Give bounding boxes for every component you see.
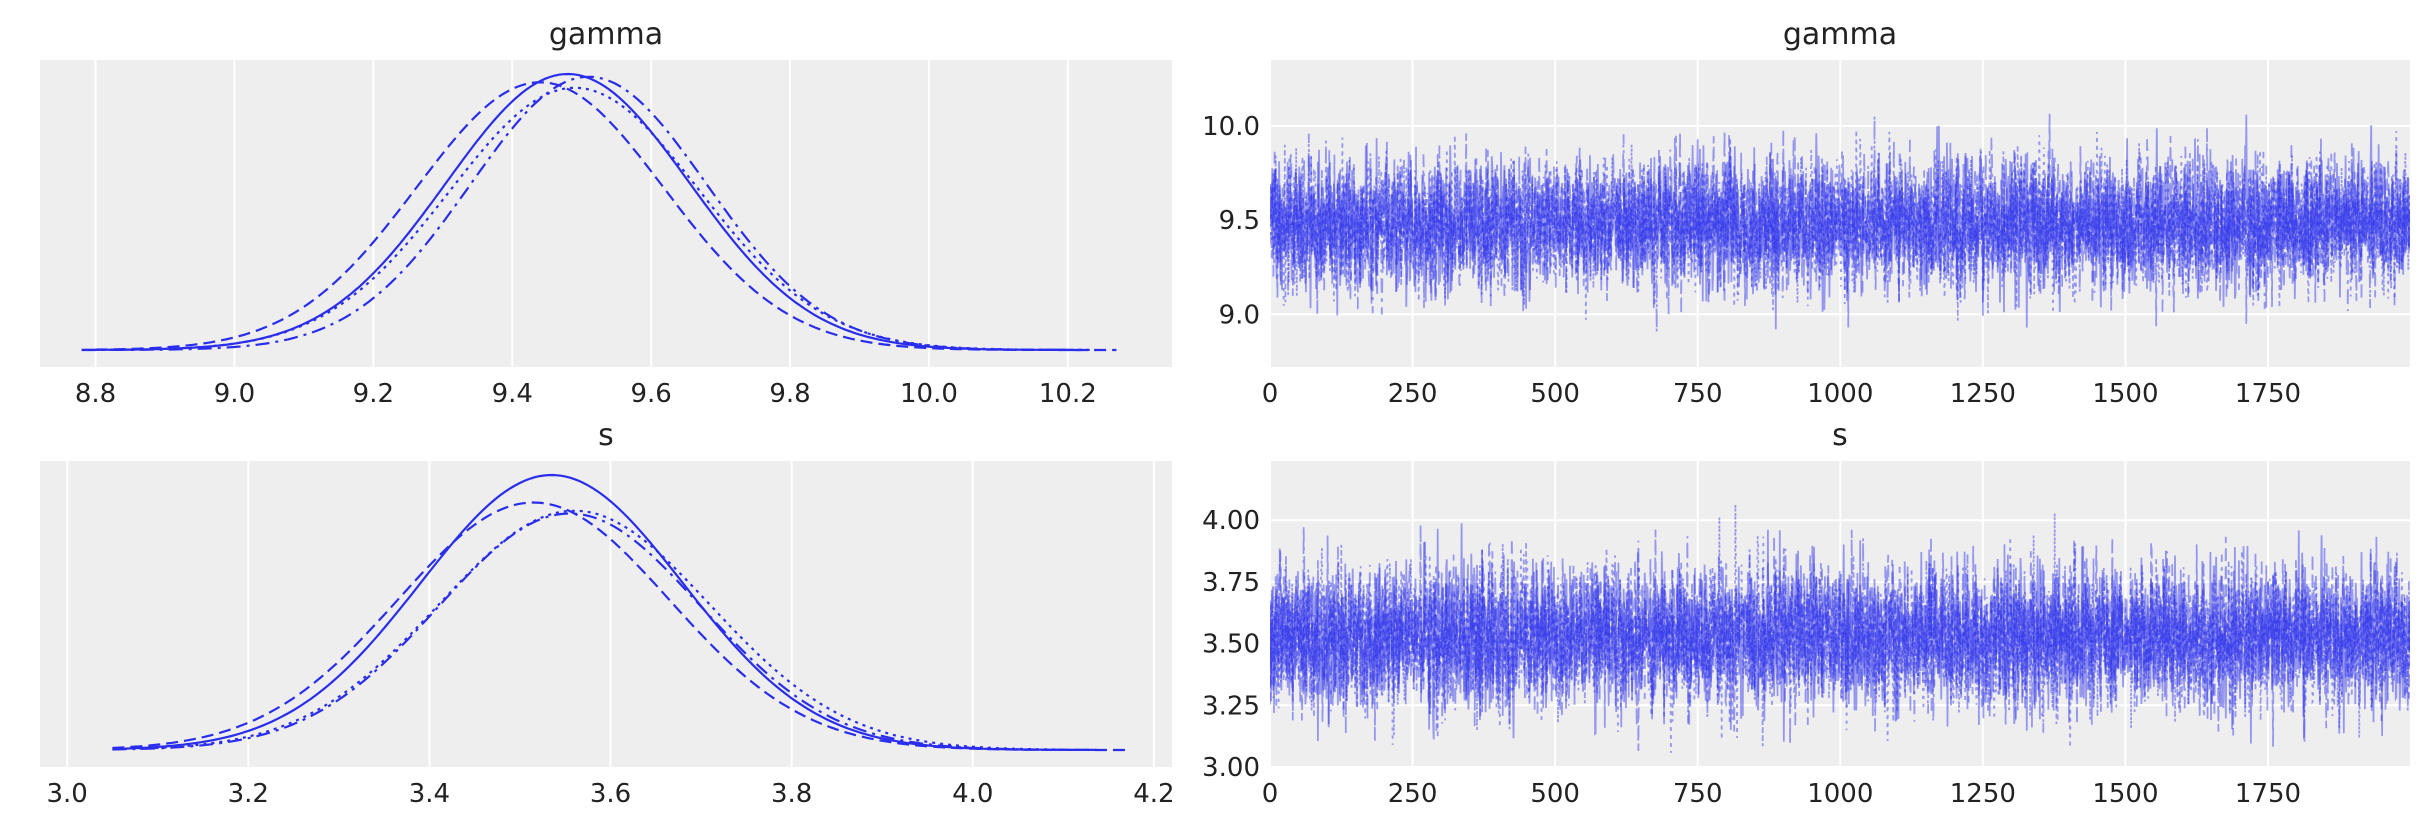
kde-line-solid: [81, 72, 1082, 352]
x-tick-label: 3.0: [46, 779, 87, 809]
x-tick-label: 1750: [2235, 379, 2301, 409]
kde-line-dotted: [109, 86, 1096, 352]
panel-title: s: [1832, 418, 1848, 453]
x-tick-label: 0: [1262, 379, 1279, 409]
y-tick-label: 3.25: [1202, 691, 1260, 721]
y-tick-label: 3.50: [1202, 630, 1260, 660]
x-tick-label: 750: [1673, 379, 1723, 409]
x-tick-label: 500: [1530, 779, 1580, 809]
panel-title: gamma: [1783, 17, 1897, 52]
x-tick-label: 3.6: [590, 779, 631, 809]
y-tick-label: 10.0: [1202, 112, 1260, 142]
y-tick-label: 3.75: [1202, 568, 1260, 598]
trace-line-dotted: [1270, 129, 2410, 321]
panel-0-kde: 8.8 9.0 9.2 9.4 9.6 9.8 10.0 10.2 gamma: [40, 17, 1172, 409]
panel-title: s: [598, 418, 614, 453]
trace-line-dotted: [1270, 504, 2410, 753]
x-tick-label: 1500: [2092, 779, 2158, 809]
x-tick-label: 1250: [1950, 379, 2016, 409]
x-tick-label: 1750: [2235, 779, 2301, 809]
trace-line-dashdot: [1270, 115, 2410, 333]
y-tick-label: 3.00: [1202, 753, 1260, 783]
y-tick-label: 4.00: [1202, 506, 1260, 536]
x-tick-label: 3.8: [771, 779, 812, 809]
x-tick-label: 8.8: [75, 379, 116, 409]
y-tick-label: 9.0: [1219, 300, 1260, 330]
trace-line-dashed: [1270, 113, 2410, 328]
x-tick-label: 3.4: [409, 779, 450, 809]
panel-2-kde: 3.0 3.2 3.4 3.6 3.8 4.0 4.2 s: [40, 418, 1175, 809]
x-tick-label: 1250: [1950, 779, 2016, 809]
trace-line-dashdot: [1270, 526, 2410, 746]
x-tick-label: 250: [1388, 779, 1438, 809]
series-group: [81, 72, 1117, 352]
x-tick-label: 4.0: [952, 779, 993, 809]
panel-title: gamma: [549, 17, 663, 52]
x-tick-label: 9.8: [769, 379, 810, 409]
x-tick-label: 750: [1673, 779, 1723, 809]
kde-line-dashdot: [112, 512, 1100, 751]
x-tick-label: 10.2: [1039, 379, 1097, 409]
panel-3-trace: 0 250 500 750 1000 1250 1500 1750 3.00 3.25 3.50 3.…: [1202, 418, 2410, 809]
x-tick-label: 9.4: [492, 379, 533, 409]
kde-line-dashed: [112, 501, 1127, 752]
x-tick-label: 1500: [2092, 379, 2158, 409]
x-tick-label: 10.0: [900, 379, 958, 409]
x-tick-label: 0: [1262, 779, 1279, 809]
trace-line-solid: [1270, 523, 2410, 744]
trace-line-solid: [1270, 114, 2410, 330]
x-tick-label: 9.0: [214, 379, 255, 409]
trace-line-dashed: [1270, 524, 2410, 752]
x-tick-label: 9.2: [353, 379, 394, 409]
panel-1-trace: 0 250 500 750 1000 1250 1500 1750 9.0 9.5 10.0 gamm…: [1202, 17, 2410, 409]
plot-area: [40, 60, 1172, 367]
series-group: [1270, 504, 2410, 753]
x-tick-label: 1000: [1807, 779, 1873, 809]
series-group: [1270, 113, 2410, 333]
x-tick-label: 250: [1388, 379, 1438, 409]
x-tick-label: 3.2: [228, 779, 269, 809]
kde-line-dotted: [139, 509, 1064, 751]
series-group: [112, 473, 1127, 752]
x-tick-label: 1000: [1807, 379, 1873, 409]
plot-area: [40, 461, 1172, 767]
y-tick-label: 9.5: [1219, 206, 1260, 236]
x-tick-label: 4.2: [1133, 779, 1174, 809]
x-tick-label: 500: [1530, 379, 1580, 409]
x-tick-label: 9.6: [630, 379, 671, 409]
kde-line-dashed: [95, 81, 1117, 352]
